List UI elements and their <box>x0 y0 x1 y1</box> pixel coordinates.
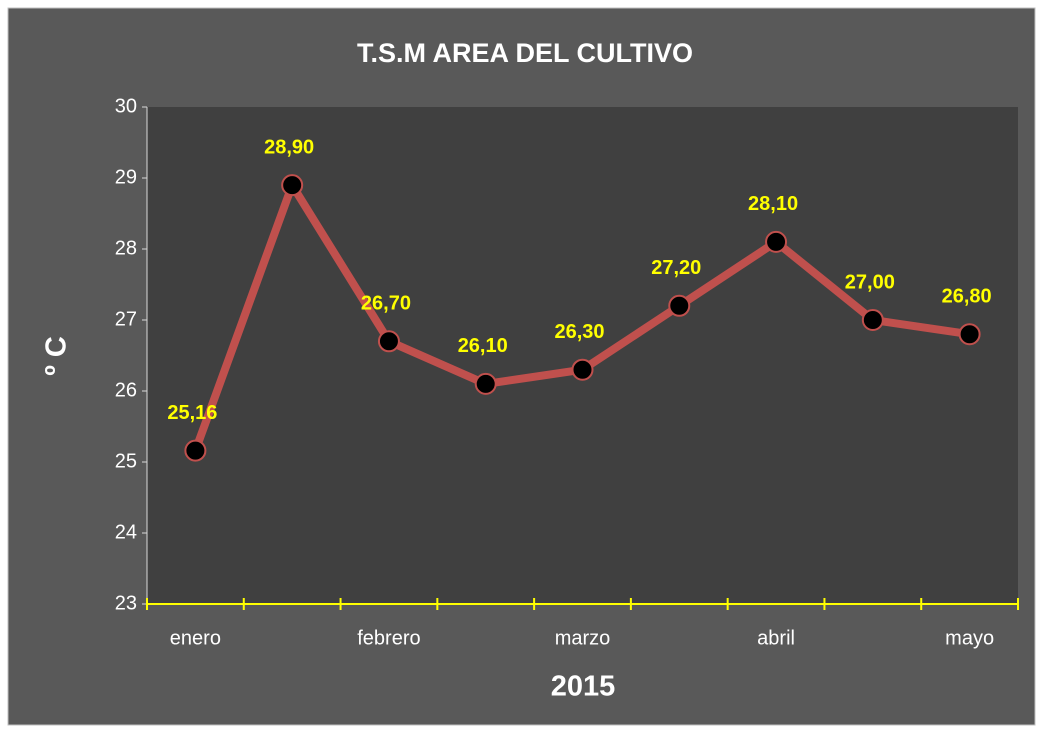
x-tick-label: abril <box>757 627 795 649</box>
data-label: 28,90 <box>264 136 314 158</box>
data-label: 25,16 <box>167 402 217 424</box>
y-tick-label: 29 <box>115 166 137 188</box>
marker <box>765 230 788 253</box>
data-label: 27,00 <box>845 271 895 293</box>
y-tick-label: 24 <box>115 521 137 543</box>
plot-area <box>147 107 1018 604</box>
data-label: 26,80 <box>942 285 992 307</box>
data-label: 26,30 <box>554 321 604 343</box>
x-tick-label: enero <box>170 627 221 649</box>
data-label: 26,10 <box>458 335 508 357</box>
y-tick-label: 23 <box>115 592 137 614</box>
marker <box>958 323 981 346</box>
marker <box>184 439 207 462</box>
marker <box>571 358 594 381</box>
y-tick-label: 28 <box>115 237 137 259</box>
data-label: 26,70 <box>361 293 411 315</box>
x-tick-label: febrero <box>357 627 420 649</box>
y-tick-label: 27 <box>115 308 137 330</box>
y-tick-label: 26 <box>115 379 137 401</box>
marker <box>377 330 400 353</box>
x-tick-label: mayo <box>945 627 994 649</box>
x-axis-title: 2015 <box>551 671 616 703</box>
y-axis-title: º C <box>41 336 73 376</box>
x-tick-label: marzo <box>555 627 611 649</box>
y-tick-label: 30 <box>115 95 137 117</box>
marker <box>281 174 304 197</box>
y-tick-label: 25 <box>115 450 137 472</box>
marker <box>861 309 884 331</box>
marker <box>668 294 691 317</box>
data-label: 28,10 <box>748 193 798 215</box>
chart-title: T.S.M AREA DEL CULTIVO <box>357 38 693 68</box>
data-label: 27,20 <box>651 257 701 279</box>
marker <box>474 372 497 395</box>
